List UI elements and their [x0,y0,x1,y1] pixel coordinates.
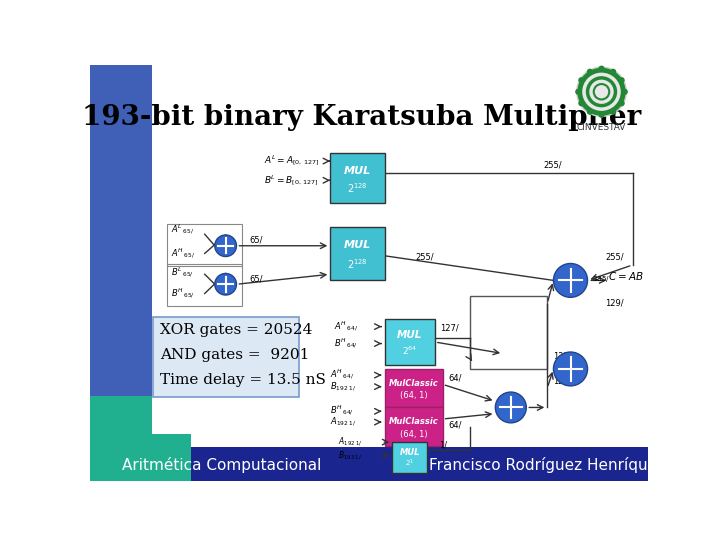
Text: Time delay = 13.5 nS: Time delay = 13.5 nS [160,373,325,387]
Text: 65/: 65/ [249,236,262,245]
FancyBboxPatch shape [384,408,443,446]
FancyBboxPatch shape [153,318,300,397]
Bar [90,65,152,450]
Circle shape [577,67,626,117]
Circle shape [618,77,625,83]
Text: MUL: MUL [343,166,371,176]
Text: $A^H\,_{64/}$: $A^H\,_{64/}$ [334,320,359,334]
FancyBboxPatch shape [384,319,435,365]
Text: 255/: 255/ [415,253,434,262]
Circle shape [610,109,616,115]
Text: $B^H\,_{64/}$: $B^H\,_{64/}$ [334,336,358,350]
Circle shape [598,65,605,72]
Text: 127/: 127/ [554,376,572,385]
Text: $_{385/}C=AB$: $_{385/}C=AB$ [593,271,644,286]
Text: $A^L\,_{65/}$: $A^L\,_{65/}$ [171,223,194,238]
Text: $B^L = B_{[0,\,127]}$: $B^L = B_{[0,\,127]}$ [264,173,319,187]
Circle shape [495,392,526,423]
Text: (64, 1): (64, 1) [400,430,428,439]
Text: 129/: 129/ [606,299,624,308]
Circle shape [587,109,593,115]
Text: MulClassic: MulClassic [389,379,438,388]
Text: $A^L = A_{[0,\,127]}$: $A^L = A_{[0,\,127]}$ [264,154,320,168]
Text: $B^H\,_{65/}$: $B^H\,_{65/}$ [171,287,195,301]
Text: $A_{192}\,_{1/}$: $A_{192}\,_{1/}$ [330,416,357,428]
Circle shape [215,273,236,295]
Circle shape [610,69,616,75]
Text: 64/: 64/ [448,421,462,430]
Text: 193-bit binary Karatsuba Multiplier: 193-bit binary Karatsuba Multiplier [81,104,641,131]
Text: MUL: MUL [400,448,420,457]
Text: $2^{128}$: $2^{128}$ [347,258,368,271]
FancyBboxPatch shape [384,369,443,408]
FancyBboxPatch shape [330,153,384,204]
Circle shape [587,69,593,75]
Circle shape [598,112,605,118]
Text: 1/: 1/ [438,441,447,450]
Text: 255/: 255/ [544,160,562,170]
Text: $A^H\,_{65/}$: $A^H\,_{65/}$ [171,246,196,261]
Text: $A_{192}\,_{1/}$: $A_{192}\,_{1/}$ [338,436,362,449]
Text: MulClassic: MulClassic [389,417,438,426]
Text: $2^1$: $2^1$ [405,458,414,469]
Text: CINVESTAV: CINVESTAV [577,123,626,132]
Text: $B_{192}\,_{1/}$: $B_{192}\,_{1/}$ [330,380,356,393]
Circle shape [618,100,625,106]
Text: $B^H\,_{64/}$: $B^H\,_{64/}$ [330,404,354,418]
Circle shape [578,77,585,83]
Text: 127/: 127/ [554,352,572,360]
Text: (64, 1): (64, 1) [400,392,428,400]
Text: $2^{128}$: $2^{128}$ [347,181,368,195]
Circle shape [575,89,581,95]
Text: MUL: MUL [343,240,371,251]
Text: $A^H\,_{64/}$: $A^H\,_{64/}$ [330,368,355,382]
Circle shape [554,264,588,298]
Text: MUL: MUL [397,330,423,340]
Polygon shape [90,396,191,481]
Text: 127/: 127/ [441,323,459,333]
Circle shape [215,235,236,256]
Text: $B^L\,_{65/}$: $B^L\,_{65/}$ [171,266,194,280]
FancyBboxPatch shape [392,442,427,473]
Circle shape [554,352,588,386]
Text: 65/: 65/ [249,274,262,284]
Text: $2^{64}$: $2^{64}$ [402,345,418,357]
Circle shape [621,89,628,95]
Text: Aritmética Computacional: Aritmética Computacional [122,457,321,473]
Text: 255/: 255/ [606,253,624,262]
FancyBboxPatch shape [330,226,384,280]
Circle shape [578,100,585,106]
Text: Francisco Rodríguez Henríquez: Francisco Rodríguez Henríquez [429,457,665,473]
Text: XOR gates = 20524: XOR gates = 20524 [160,323,312,338]
Text: $B_{193}\,_{1/}$: $B_{193}\,_{1/}$ [338,449,362,462]
Text: 64/: 64/ [448,374,462,383]
Bar [152,448,648,481]
Text: AND gates =  9201: AND gates = 9201 [160,348,309,362]
